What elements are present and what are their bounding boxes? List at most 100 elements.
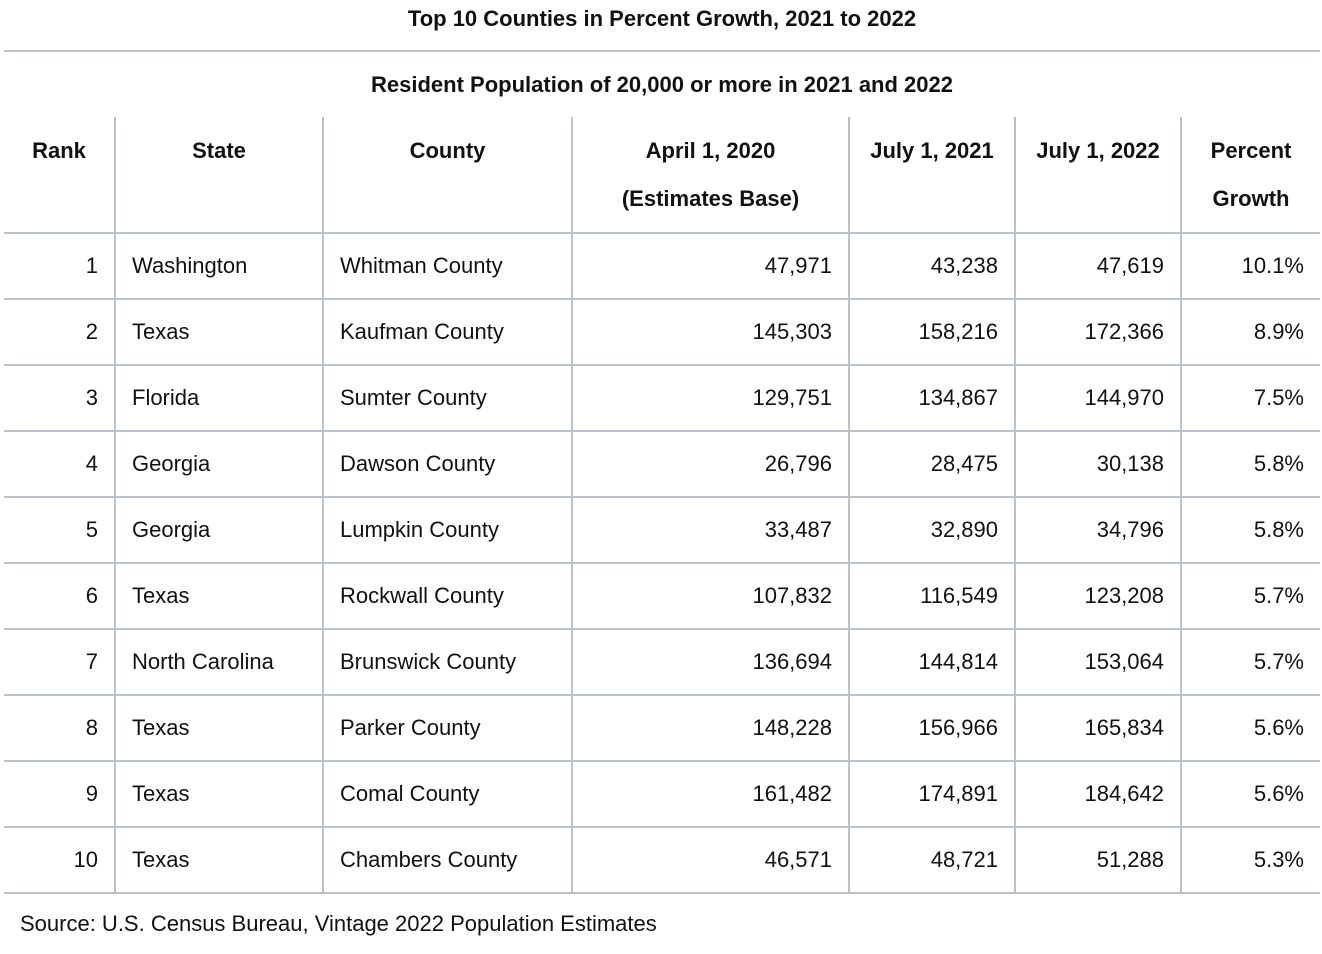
state-cell: Texas bbox=[114, 694, 324, 762]
rank-cell: 7 bbox=[4, 628, 116, 696]
source-note: Source: U.S. Census Bureau, Vintage 2022… bbox=[20, 911, 657, 936]
county-cell: Comal County bbox=[322, 760, 573, 828]
percent-growth-cell: 7.5% bbox=[1180, 364, 1320, 432]
rank-cell: 2 bbox=[4, 298, 116, 366]
rank-cell: 6 bbox=[4, 562, 116, 630]
july-2022-cell: 34,796 bbox=[1014, 496, 1182, 564]
april-2020-cell: 161,482 bbox=[571, 760, 850, 828]
county-cell: Rockwall County bbox=[322, 562, 573, 630]
july-2022-cell: 47,619 bbox=[1014, 232, 1182, 300]
column-header-july-2022: July 1, 2022 bbox=[1014, 117, 1182, 234]
state-cell: Washington bbox=[114, 232, 324, 300]
column-header-line: July 1, 2021 bbox=[870, 138, 994, 163]
rank-cell: 5 bbox=[4, 496, 116, 564]
table-row: 9 Texas Comal County 161,482 174,891 184… bbox=[4, 760, 1320, 828]
table-row: 10 Texas Chambers County 46,571 48,721 5… bbox=[4, 826, 1320, 894]
april-2020-cell: 46,571 bbox=[571, 826, 850, 894]
july-2022-cell: 165,834 bbox=[1014, 694, 1182, 762]
table-row: 3 Florida Sumter County 129,751 134,867 … bbox=[4, 364, 1320, 432]
state-cell: Georgia bbox=[114, 496, 324, 564]
percent-growth-cell: 5.6% bbox=[1180, 694, 1320, 762]
column-header-line: Growth bbox=[1212, 186, 1290, 211]
county-cell: Kaufman County bbox=[322, 298, 573, 366]
state-cell: North Carolina bbox=[114, 628, 324, 696]
rank-cell: 3 bbox=[4, 364, 116, 432]
column-header-line: July 1, 2022 bbox=[1036, 138, 1160, 163]
column-header-line: (Estimates Base) bbox=[621, 186, 800, 211]
column-header-percent-growth: Percent Growth bbox=[1180, 117, 1320, 234]
table-title: Top 10 Counties in Percent Growth, 2021 … bbox=[407, 6, 917, 31]
july-2022-cell: 51,288 bbox=[1014, 826, 1182, 894]
table-row: 2 Texas Kaufman County 145,303 158,216 1… bbox=[4, 298, 1320, 366]
rank-cell: 4 bbox=[4, 430, 116, 498]
percent-growth-cell: 8.9% bbox=[1180, 298, 1320, 366]
percent-growth-cell: 5.8% bbox=[1180, 496, 1320, 564]
july-2021-cell: 43,238 bbox=[848, 232, 1016, 300]
county-cell: Sumter County bbox=[322, 364, 573, 432]
july-2021-cell: 48,721 bbox=[848, 826, 1016, 894]
header-row: Rank State County April 1, 2020 (Estimat… bbox=[4, 117, 1320, 234]
july-2022-cell: 153,064 bbox=[1014, 628, 1182, 696]
county-cell: Parker County bbox=[322, 694, 573, 762]
percent-growth-cell: 10.1% bbox=[1180, 232, 1320, 300]
july-2021-cell: 116,549 bbox=[848, 562, 1016, 630]
percent-growth-cell: 5.3% bbox=[1180, 826, 1320, 894]
july-2022-cell: 144,970 bbox=[1014, 364, 1182, 432]
county-cell: Brunswick County bbox=[322, 628, 573, 696]
april-2020-cell: 33,487 bbox=[571, 496, 850, 564]
july-2021-cell: 158,216 bbox=[848, 298, 1016, 366]
table-row: 4 Georgia Dawson County 26,796 28,475 30… bbox=[4, 430, 1320, 498]
county-cell: Chambers County bbox=[322, 826, 573, 894]
rank-cell: 8 bbox=[4, 694, 116, 762]
column-header-state: State bbox=[114, 117, 324, 234]
table-row: 1 Washington Whitman County 47,971 43,23… bbox=[4, 232, 1320, 300]
state-cell: Florida bbox=[114, 364, 324, 432]
table-row: 7 North Carolina Brunswick County 136,69… bbox=[4, 628, 1320, 696]
july-2021-cell: 32,890 bbox=[848, 496, 1016, 564]
state-cell: Texas bbox=[114, 826, 324, 894]
april-2020-cell: 136,694 bbox=[571, 628, 850, 696]
column-header-april-2020: April 1, 2020 (Estimates Base) bbox=[571, 117, 850, 234]
july-2022-cell: 30,138 bbox=[1014, 430, 1182, 498]
percent-growth-cell: 5.6% bbox=[1180, 760, 1320, 828]
april-2020-cell: 129,751 bbox=[571, 364, 850, 432]
population-growth-table: Rank State County April 1, 2020 (Estimat… bbox=[4, 117, 1320, 894]
july-2022-cell: 123,208 bbox=[1014, 562, 1182, 630]
county-cell: Lumpkin County bbox=[322, 496, 573, 564]
july-2022-cell: 184,642 bbox=[1014, 760, 1182, 828]
april-2020-cell: 145,303 bbox=[571, 298, 850, 366]
july-2022-cell: 172,366 bbox=[1014, 298, 1182, 366]
column-header-rank: Rank bbox=[4, 117, 116, 234]
april-2020-cell: 107,832 bbox=[571, 562, 850, 630]
column-header-county: County bbox=[322, 117, 573, 234]
july-2021-cell: 144,814 bbox=[848, 628, 1016, 696]
column-header-line: State bbox=[192, 138, 246, 163]
state-cell: Texas bbox=[114, 298, 324, 366]
april-2020-cell: 47,971 bbox=[571, 232, 850, 300]
state-cell: Georgia bbox=[114, 430, 324, 498]
april-2020-cell: 26,796 bbox=[571, 430, 850, 498]
state-cell: Texas bbox=[114, 760, 324, 828]
july-2021-cell: 174,891 bbox=[848, 760, 1016, 828]
county-cell: Whitman County bbox=[322, 232, 573, 300]
column-header-july-2021: July 1, 2021 bbox=[848, 117, 1016, 234]
table-row: 6 Texas Rockwall County 107,832 116,549 … bbox=[4, 562, 1320, 630]
rank-cell: 1 bbox=[4, 232, 116, 300]
july-2021-cell: 134,867 bbox=[848, 364, 1016, 432]
table-row: 8 Texas Parker County 148,228 156,966 16… bbox=[4, 694, 1320, 762]
percent-growth-cell: 5.8% bbox=[1180, 430, 1320, 498]
july-2021-cell: 28,475 bbox=[848, 430, 1016, 498]
july-2021-cell: 156,966 bbox=[848, 694, 1016, 762]
april-2020-cell: 148,228 bbox=[571, 694, 850, 762]
title-divider bbox=[4, 50, 1320, 52]
county-cell: Dawson County bbox=[322, 430, 573, 498]
rank-cell: 10 bbox=[4, 826, 116, 894]
state-cell: Texas bbox=[114, 562, 324, 630]
rank-cell: 9 bbox=[4, 760, 116, 828]
percent-growth-cell: 5.7% bbox=[1180, 562, 1320, 630]
column-header-line: County bbox=[409, 138, 486, 163]
table-subtitle: Resident Population of 20,000 or more in… bbox=[371, 72, 953, 97]
column-header-line: April 1, 2020 bbox=[645, 138, 776, 163]
percent-growth-cell: 5.7% bbox=[1180, 628, 1320, 696]
table-row: 5 Georgia Lumpkin County 33,487 32,890 3… bbox=[4, 496, 1320, 564]
